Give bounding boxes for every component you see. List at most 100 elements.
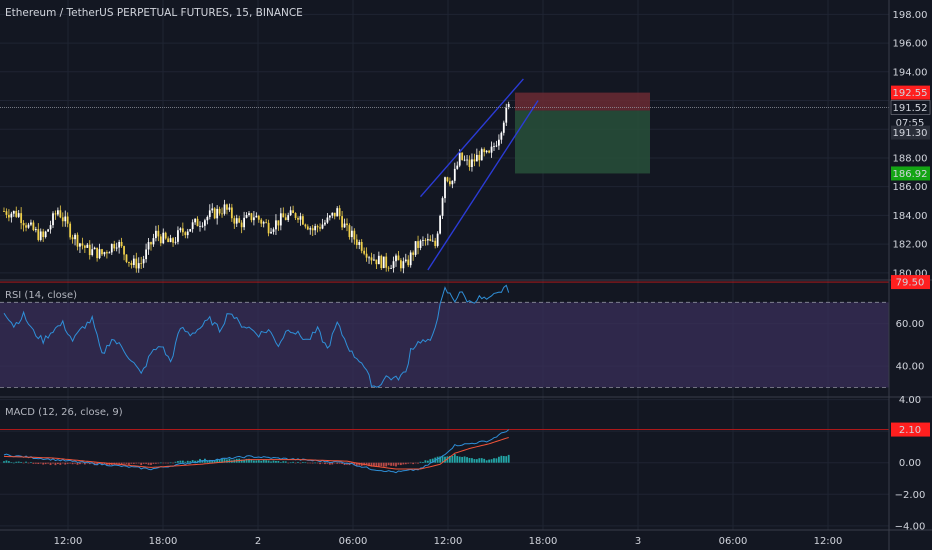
- candle-body: [279, 213, 282, 226]
- macd-histogram-bar: [370, 462, 373, 467]
- macd-tick-label: 4.00: [899, 395, 921, 406]
- candle-body: [201, 225, 204, 227]
- candle-body: [328, 215, 331, 218]
- candle-body: [103, 252, 106, 255]
- macd-histogram-bar: [395, 462, 397, 467]
- time-tick-label: 06:00: [339, 536, 368, 547]
- macd-tick-label: −4.00: [895, 521, 926, 532]
- price-tick-label: 184.00: [893, 211, 928, 222]
- candle-body: [424, 240, 427, 241]
- candle-body: [265, 222, 268, 223]
- candle-body: [145, 249, 147, 260]
- macd-histogram-bar: [106, 462, 108, 466]
- macd-histogram-bar: [204, 458, 206, 463]
- price-axis[interactable]: 198.00 196.00 194.00 188.00 186.00 184.00 182.…: [893, 10, 928, 279]
- candle-body: [309, 228, 312, 230]
- macd-histogram-bar: [444, 456, 446, 463]
- macd-histogram-bar: [221, 458, 223, 463]
- macd-histogram-bar: [500, 455, 503, 463]
- candle-body: [54, 213, 57, 215]
- rsi-axis[interactable]: 60.00 40.00: [896, 319, 925, 373]
- macd-histogram-bar: [140, 462, 143, 466]
- macd-histogram-bar: [150, 462, 152, 465]
- candle-body: [480, 149, 483, 161]
- macd-histogram-bar: [8, 461, 10, 463]
- candle-body: [257, 215, 260, 220]
- macd-histogram-bar: [66, 462, 69, 464]
- macd-histogram-bar: [336, 462, 339, 464]
- macd-histogram-bar: [424, 460, 427, 463]
- time-axis[interactable]: 12:00 18:00 2 06:00 12:00 18:00 3 06:00 12:00: [54, 536, 843, 547]
- candle-body: [226, 204, 228, 210]
- price-tick-label: 180.00: [893, 268, 928, 279]
- macd-histogram-bar: [184, 461, 187, 463]
- macd-histogram-bar: [42, 462, 45, 465]
- candle-body: [206, 216, 209, 221]
- macd-histogram-bar: [346, 462, 348, 465]
- rsi-level-label: 79.50: [891, 275, 930, 290]
- stop-loss-zone: [515, 92, 650, 111]
- candle-body: [216, 208, 219, 219]
- macd-histogram-bar: [248, 458, 250, 463]
- candle-body: [324, 222, 326, 225]
- macd-panel: [0, 429, 889, 474]
- macd-histogram-bar: [338, 462, 341, 464]
- candle-body: [27, 224, 30, 228]
- candle-body: [162, 232, 165, 244]
- macd-histogram-bar: [128, 462, 130, 465]
- macd-histogram-bar: [468, 457, 471, 463]
- macd-histogram-bar: [419, 461, 422, 463]
- candle-body: [297, 217, 299, 220]
- candle-body: [37, 229, 40, 240]
- macd-histogram-bar: [302, 462, 304, 463]
- candle-body: [282, 213, 285, 218]
- rsi-title: RSI (14, close): [5, 290, 77, 301]
- macd-level-text: 2.10: [899, 425, 921, 436]
- candle-body: [79, 243, 81, 247]
- candle-body: [125, 254, 128, 262]
- candle-body: [142, 259, 145, 264]
- candle-body: [260, 219, 263, 224]
- macd-histogram-bar: [319, 462, 321, 465]
- candle-body: [132, 258, 135, 265]
- macd-histogram-bar: [262, 459, 265, 463]
- macd-histogram-bar: [125, 462, 128, 464]
- macd-histogram-bar: [167, 462, 170, 464]
- candle-body: [412, 252, 415, 255]
- macd-histogram-bar: [453, 454, 456, 463]
- macd-histogram-bar: [471, 458, 473, 463]
- macd-histogram-bar: [392, 462, 395, 466]
- rsi-band-fill: [0, 302, 889, 388]
- macd-histogram-bar: [505, 456, 508, 463]
- stop-price-text: 192.55: [893, 88, 928, 99]
- candle-body: [505, 107, 508, 123]
- macd-histogram-bar: [52, 462, 54, 464]
- candle-body: [106, 252, 108, 254]
- candle-body: [351, 230, 353, 238]
- take-profit-zone: [515, 110, 650, 174]
- macd-histogram-bar: [328, 462, 331, 465]
- entry-price-text: 191.30: [893, 128, 928, 139]
- macd-histogram-bar: [137, 462, 140, 464]
- macd-histogram-bar: [446, 456, 449, 463]
- candle-body: [475, 154, 478, 162]
- candle-body: [400, 260, 402, 269]
- candle-body: [3, 211, 5, 212]
- candle-body: [34, 229, 37, 231]
- macd-histogram-bar: [83, 462, 86, 465]
- macd-histogram-bar: [277, 461, 280, 463]
- candle-body: [66, 216, 69, 224]
- candle-body: [10, 213, 13, 218]
- candle-body: [319, 227, 321, 229]
- macd-histogram-bar: [412, 462, 415, 465]
- candle-body: [238, 218, 241, 223]
- macd-histogram-bar: [373, 462, 375, 467]
- macd-histogram-bar: [355, 462, 358, 466]
- candle-body: [223, 204, 226, 214]
- macd-histogram-bar: [20, 461, 23, 463]
- macd-tick-label: 0.00: [899, 458, 921, 469]
- candle-body: [174, 241, 177, 243]
- candle-body: [44, 231, 47, 238]
- candle-body: [368, 257, 370, 259]
